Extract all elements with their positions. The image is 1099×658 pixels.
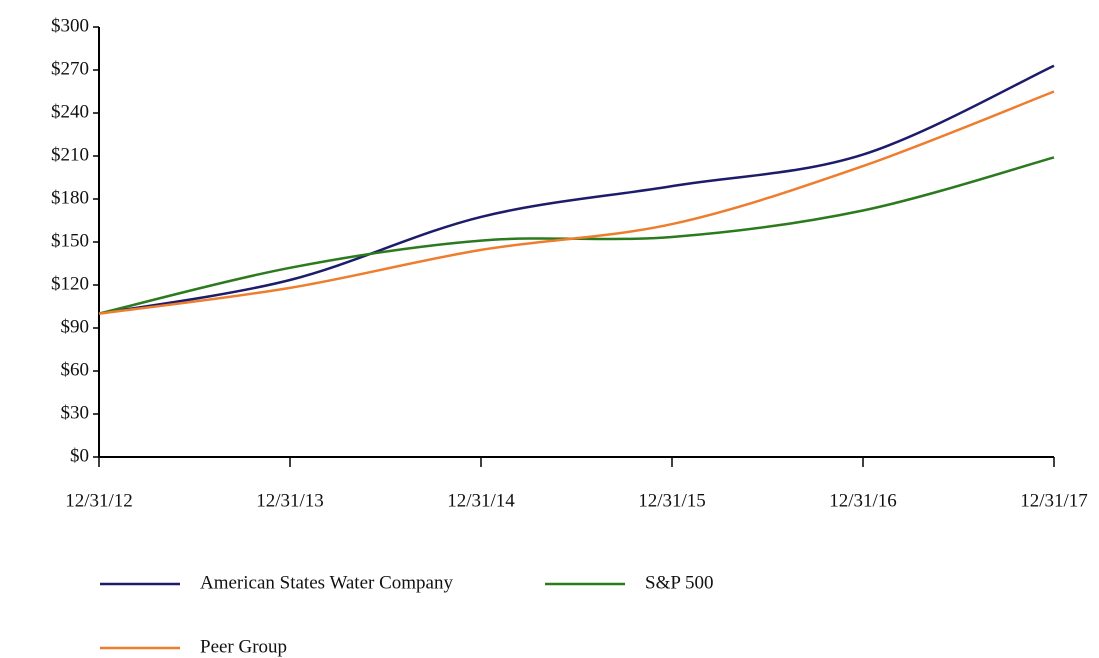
x-tick-label: 12/31/14 <box>447 490 515 511</box>
y-tick-label: $240 <box>51 101 89 122</box>
x-tick-label: 12/31/13 <box>256 490 324 511</box>
y-tick-label: $120 <box>51 273 89 294</box>
legend-label: American States Water Company <box>200 572 453 593</box>
y-tick-label: $210 <box>51 144 89 165</box>
legend-label: S&P 500 <box>645 572 713 593</box>
y-tick-label: $180 <box>51 187 89 208</box>
series-line <box>98 90 1055 315</box>
x-tick-label: 12/31/12 <box>65 490 133 511</box>
y-tick-label: $30 <box>61 402 90 423</box>
x-tick-label: 12/31/17 <box>1020 490 1088 511</box>
legend-label: Peer Group <box>200 636 287 657</box>
y-tick-label: $0 <box>70 445 89 466</box>
y-tick-label: $300 <box>51 15 89 36</box>
y-tick-label: $60 <box>61 359 90 380</box>
y-tick-label: $270 <box>51 58 89 79</box>
x-tick-label: 12/31/16 <box>829 490 897 511</box>
series-line <box>98 64 1055 315</box>
y-tick-label: $150 <box>51 230 89 251</box>
y-tick-label: $90 <box>61 316 90 337</box>
x-tick-label: 12/31/15 <box>638 490 706 511</box>
